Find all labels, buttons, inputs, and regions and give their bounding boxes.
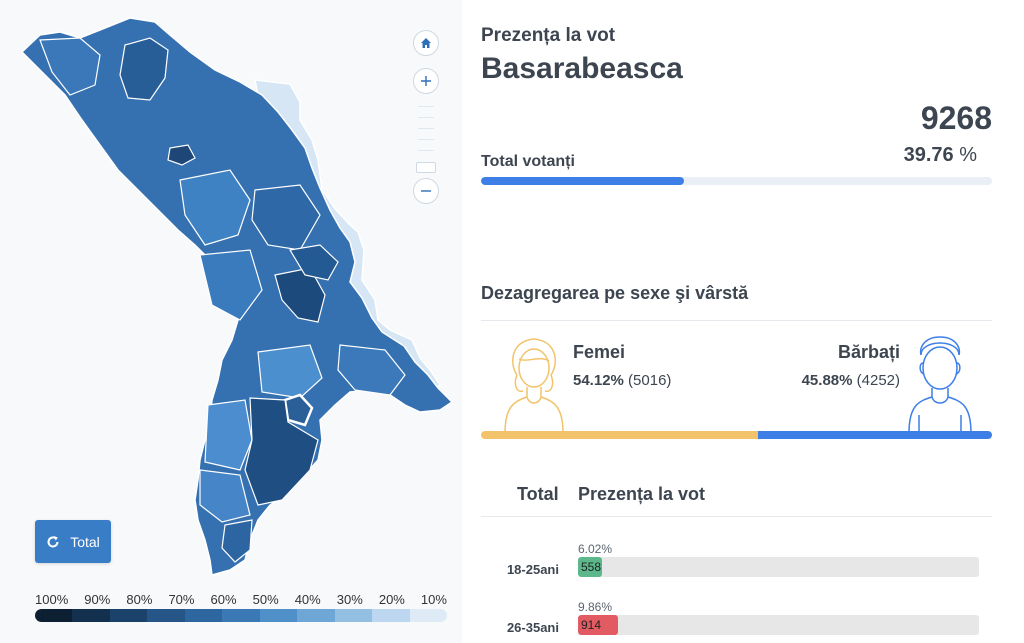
- female-stats: 54.12% (5016): [573, 372, 671, 389]
- female-label: Femei: [573, 342, 626, 362]
- moldova-map[interactable]: [0, 0, 462, 590]
- male-icon: [908, 336, 972, 433]
- legend-swatch: [109, 609, 148, 622]
- male-stats: 45.88% (4252): [802, 372, 900, 389]
- zoom-tick[interactable]: [418, 139, 434, 140]
- age-row-label: 26-35ani: [506, 620, 559, 635]
- map-region-center-a[interactable]: [179, 169, 251, 246]
- legend-label: 100%: [35, 592, 69, 607]
- legend-swatch: [297, 609, 335, 622]
- zoom-tick[interactable]: [418, 106, 434, 107]
- legend-swatch: [409, 609, 447, 622]
- legend-labels: 100% 90% 80% 70% 60% 50% 40% 30% 20% 10%: [35, 592, 447, 607]
- total-button[interactable]: Total: [35, 520, 111, 563]
- legend-label: 10%: [420, 592, 447, 607]
- turnout-progress-fill: [481, 177, 685, 185]
- map-region-north-dark[interactable]: [119, 37, 169, 101]
- legend-swatch: [334, 609, 373, 622]
- zoom-tick[interactable]: [418, 128, 434, 129]
- age-row-label: 18-25ani: [506, 562, 559, 577]
- legend-swatch: [222, 609, 260, 622]
- zoom-slider-handle[interactable]: [416, 162, 436, 173]
- home-icon: [421, 38, 431, 48]
- female-icon: [504, 338, 564, 433]
- legend-label: 60%: [210, 592, 237, 607]
- legend-swatch: [372, 609, 410, 622]
- legend-label: 90%: [84, 592, 111, 607]
- map-region-far-south[interactable]: [221, 519, 253, 563]
- legend-label: 50%: [252, 592, 279, 607]
- zoom-tick[interactable]: [418, 117, 434, 118]
- legend-label: 40%: [294, 592, 321, 607]
- map-region-west-south[interactable]: [204, 399, 253, 471]
- table-header-total: Total: [517, 484, 559, 504]
- legend-label: 70%: [168, 592, 195, 607]
- legend-swatch: [147, 609, 185, 622]
- gender-bar-male: [757, 431, 992, 439]
- legend-swatch: [72, 609, 110, 622]
- table-header-turnout: Prezența la vot: [578, 484, 706, 504]
- gender-bar-female: [481, 431, 758, 439]
- minus-icon: [421, 190, 431, 192]
- age-row-percent: 6.02%: [578, 542, 613, 556]
- page-subtitle: Prezența la vot: [481, 25, 616, 46]
- male-percent: 45.88%: [801, 372, 853, 389]
- zoom-in-button[interactable]: [413, 68, 439, 94]
- turnout-percent: 39.76 %: [904, 144, 977, 167]
- age-row-bar: 558: [578, 557, 979, 577]
- legend-swatch: [259, 609, 298, 622]
- gender-split-bar: [481, 431, 992, 439]
- page-title: Basarabeasca: [481, 52, 683, 85]
- home-button[interactable]: [413, 30, 439, 56]
- age-row: 18-25ani 6.02% 558: [481, 542, 992, 592]
- zoom-tick[interactable]: [418, 150, 434, 151]
- legend-label: 30%: [336, 592, 363, 607]
- turnout-progress-bar: [481, 177, 992, 185]
- legend-label: 80%: [126, 592, 153, 607]
- zoom-out-button[interactable]: [413, 178, 439, 204]
- female-count: (5016): [628, 372, 672, 389]
- female-percent: 54.12%: [573, 372, 624, 389]
- map-region-north-mid[interactable]: [39, 37, 101, 96]
- age-row-bar-fill: 914: [578, 615, 618, 635]
- percent-sign: %: [959, 144, 977, 166]
- map-region-south-west[interactable]: [199, 469, 251, 523]
- legend-swatch: [35, 609, 73, 622]
- age-row-bar: 914: [578, 615, 979, 635]
- plus-icon: [421, 76, 431, 86]
- age-row-percent: 9.86%: [578, 600, 613, 614]
- total-voters-count: 9268: [920, 100, 992, 136]
- map-region-east-south[interactable]: [337, 344, 406, 396]
- legend-color-scale: [35, 609, 447, 622]
- map-panel: Total 100% 90% 80% 70% 60% 50% 40% 30% 20% 10%: [0, 0, 462, 643]
- divider: [481, 320, 992, 321]
- refresh-icon: [47, 535, 59, 547]
- map-region-center-c[interactable]: [199, 249, 263, 321]
- male-label: Bărbați: [837, 342, 900, 362]
- map-region-balti[interactable]: [167, 144, 196, 166]
- legend-label: 20%: [378, 592, 405, 607]
- male-count: (4252): [856, 372, 900, 389]
- age-row-bar-fill: 558: [578, 557, 603, 577]
- section-title: Dezagregarea pe sexe şi vârstă: [481, 283, 749, 303]
- legend-swatch: [184, 609, 223, 622]
- map-region-gagauzia[interactable]: [244, 397, 319, 506]
- total-voters-label: Total votanți: [481, 153, 575, 170]
- map-region-south-light[interactable]: [257, 344, 323, 399]
- total-button-label: Total: [70, 533, 100, 550]
- age-row: 26-35ani 9.86% 914: [481, 600, 992, 643]
- turnout-percent-value: 39.76: [903, 144, 954, 166]
- divider: [481, 516, 992, 517]
- map-region-east-dark[interactable]: [289, 244, 339, 281]
